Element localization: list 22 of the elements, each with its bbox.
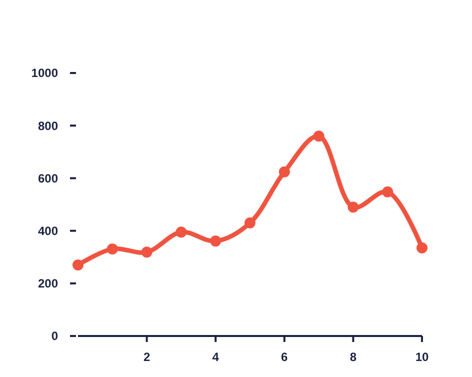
- y-tick-label: 1000: [31, 66, 58, 80]
- point: [176, 226, 187, 238]
- point: [382, 186, 394, 198]
- x-tick-label: 2: [143, 350, 150, 364]
- x-tick-label: 6: [281, 350, 288, 364]
- point: [278, 166, 290, 178]
- point: [313, 130, 324, 142]
- point: [244, 217, 256, 228]
- point: [210, 236, 222, 247]
- point: [106, 243, 118, 254]
- y-tick-label: 400: [38, 224, 58, 238]
- y-tick-label: 200: [38, 276, 58, 291]
- point: [141, 246, 152, 258]
- x-tick-label: 10: [415, 350, 429, 364]
- x-tick-label: 4: [212, 350, 220, 364]
- y-tick-label: 800: [38, 118, 58, 133]
- point: [416, 242, 428, 254]
- y-tick-label: 600: [38, 171, 58, 186]
- point: [72, 259, 84, 270]
- x-tick-label: 8: [350, 350, 357, 364]
- point: [348, 202, 359, 213]
- y-tick-label: 0: [51, 329, 58, 344]
